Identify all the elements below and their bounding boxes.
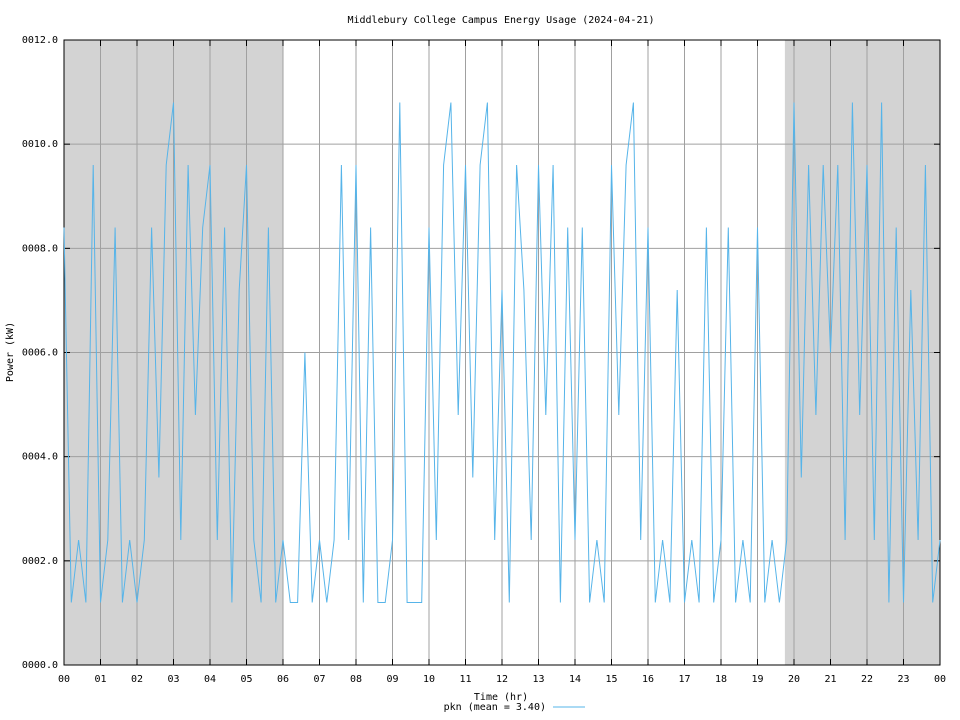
legend-label: pkn (mean = 3.40)	[444, 702, 546, 713]
data-line	[63, 102, 941, 603]
plot-frame	[63, 39, 941, 666]
x-tick-label: 06	[277, 674, 289, 685]
x-axis-label: Time (hr)	[474, 692, 528, 703]
x-tick-label: 01	[94, 674, 106, 685]
x-tick-label: 14	[569, 674, 581, 685]
x-tick-label: 18	[715, 674, 727, 685]
x-tick-label: 19	[751, 674, 763, 685]
y-axis-label: Power (kW)	[5, 322, 16, 382]
y-tick-label: 0000.0	[22, 660, 58, 671]
x-tick-label: 00	[934, 674, 946, 685]
x-tick-label: 08	[350, 674, 362, 685]
x-tick-label: 20	[788, 674, 800, 685]
x-tick-label: 09	[386, 674, 398, 685]
x-tick-label: 13	[532, 674, 544, 685]
x-tick-label: 00	[58, 674, 70, 685]
x-tick-label: 07	[313, 674, 325, 685]
x-tick-label: 15	[605, 674, 617, 685]
x-tick-label: 04	[204, 674, 216, 685]
x-tick-label: 11	[459, 674, 471, 685]
x-tick-label: 05	[240, 674, 252, 685]
x-tick-label: 10	[423, 674, 435, 685]
x-tick-label: 16	[642, 674, 654, 685]
x-tick-label: 23	[897, 674, 909, 685]
x-tick-label: 22	[861, 674, 873, 685]
y-tick-label: 0010.0	[22, 139, 58, 150]
x-tick-label: 03	[167, 674, 179, 685]
y-tick-label: 0008.0	[22, 243, 58, 254]
y-tick-label: 0004.0	[22, 452, 58, 463]
x-tick-label: 17	[678, 674, 690, 685]
y-tick-label: 0012.0	[22, 35, 58, 46]
x-tick-label: 21	[824, 674, 836, 685]
x-tick-label: 02	[131, 674, 143, 685]
x-tick-label: 12	[496, 674, 508, 685]
y-tick-label: 0002.0	[22, 556, 58, 567]
y-tick-label: 0006.0	[22, 348, 58, 359]
chart-title: Middlebury College Campus Energy Usage (…	[347, 15, 654, 26]
